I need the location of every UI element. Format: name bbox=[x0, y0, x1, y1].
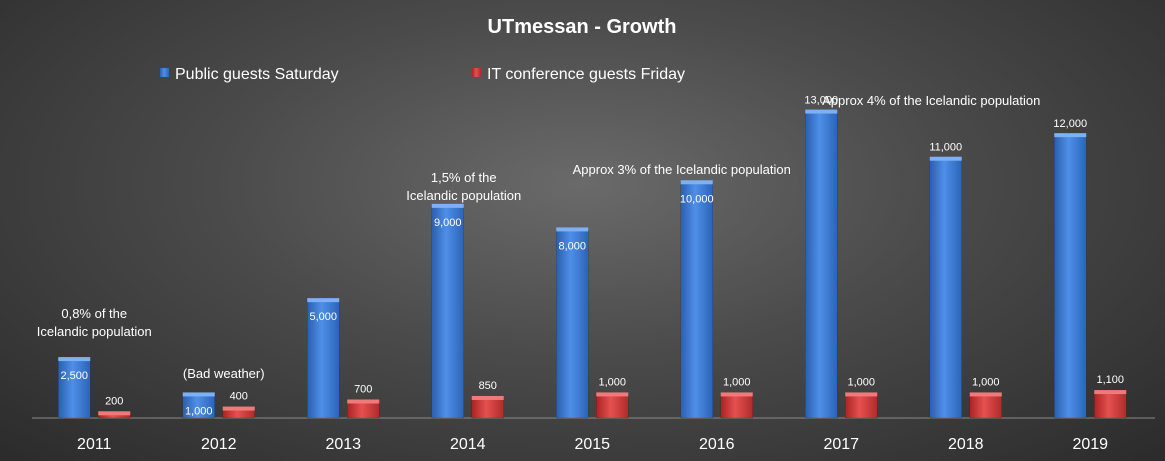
x-tick-2014: 2014 bbox=[450, 436, 486, 453]
x-tick-2018: 2018 bbox=[948, 436, 984, 453]
annotation-3-line-0: Approx 3% of the Icelandic population bbox=[573, 162, 791, 177]
x-tick-2019: 2019 bbox=[1072, 436, 1108, 453]
x-tick-2016: 2016 bbox=[699, 436, 735, 453]
annotations-group: 0,8% of the Icelandic population (Bad weat… bbox=[37, 93, 1041, 381]
bar-cap-it-conference-2014 bbox=[471, 395, 504, 400]
bar-cap-it-conference-2017 bbox=[845, 392, 878, 397]
legend-swatch-public-guests bbox=[160, 68, 169, 77]
bar-cap-it-conference-2019 bbox=[1094, 390, 1127, 395]
data-label-public-guests-2013: 5,000 bbox=[309, 311, 337, 323]
bar-public-guests-2013 bbox=[307, 299, 340, 419]
bar-public-guests-2017 bbox=[805, 111, 838, 419]
legend-swatch-it-conference bbox=[472, 68, 481, 77]
bar-public-guests-2014 bbox=[431, 205, 464, 419]
bars-group: 2,500 200 1,000 400 5,000 700 9,000 850 8,000 1,0… bbox=[58, 95, 1127, 419]
bar-public-guests-2015 bbox=[556, 229, 589, 419]
bar-cap-it-conference-2018 bbox=[969, 392, 1002, 397]
legend: Public guests Saturday IT conference gue… bbox=[160, 66, 685, 83]
data-label-it-conference-2016: 1,000 bbox=[723, 376, 751, 388]
bar-cap-public-guests-2012 bbox=[182, 392, 215, 397]
bar-it-conference-2018 bbox=[969, 394, 1002, 419]
bar-cap-public-guests-2014 bbox=[431, 203, 464, 208]
bar-it-conference-2014 bbox=[471, 397, 504, 419]
data-label-public-guests-2012: 1,000 bbox=[185, 405, 213, 417]
x-tick-2015: 2015 bbox=[574, 436, 610, 453]
bar-cap-it-conference-2012 bbox=[222, 406, 255, 411]
data-label-public-guests-2016: 10,000 bbox=[680, 193, 714, 205]
data-label-public-guests-2015: 8,000 bbox=[558, 240, 586, 252]
data-label-it-conference-2019: 1,100 bbox=[1096, 374, 1124, 386]
bar-cap-public-guests-2011 bbox=[58, 357, 91, 362]
bar-it-conference-2015 bbox=[596, 394, 629, 419]
bar-public-guests-2019 bbox=[1054, 134, 1087, 419]
bar-it-conference-2017 bbox=[845, 394, 878, 419]
bar-public-guests-2016 bbox=[680, 182, 713, 419]
bar-cap-it-conference-2011 bbox=[98, 411, 131, 416]
data-label-it-conference-2012: 400 bbox=[230, 391, 248, 403]
bar-cap-public-guests-2018 bbox=[929, 156, 962, 161]
x-tick-2013: 2013 bbox=[325, 436, 361, 453]
annotation-1-line-0: (Bad weather) bbox=[183, 366, 265, 381]
bar-cap-public-guests-2016 bbox=[680, 180, 713, 185]
annotation-0-line-1: Icelandic population bbox=[37, 324, 152, 339]
bar-cap-public-guests-2013 bbox=[307, 298, 340, 303]
x-tick-2012: 2012 bbox=[201, 436, 237, 453]
data-label-public-guests-2011: 2,500 bbox=[60, 370, 88, 382]
x-axis-ticks: 2011 2012 2013 2014 2015 2016 2017 2018 2019 bbox=[77, 436, 1108, 453]
chart-title: UTmessan - Growth bbox=[488, 16, 677, 38]
data-label-public-guests-2014: 9,000 bbox=[434, 217, 462, 229]
bar-cap-it-conference-2015 bbox=[596, 392, 629, 397]
bar-public-guests-2011 bbox=[58, 358, 91, 419]
data-label-it-conference-2014: 850 bbox=[479, 380, 497, 392]
legend-label-it-conference: IT conference guests Friday bbox=[487, 66, 685, 83]
data-label-it-conference-2011: 200 bbox=[105, 395, 123, 407]
data-label-it-conference-2015: 1,000 bbox=[598, 376, 626, 388]
bar-it-conference-2016 bbox=[720, 394, 753, 419]
data-label-public-guests-2019: 12,000 bbox=[1053, 118, 1087, 130]
bar-public-guests-2018 bbox=[929, 158, 962, 419]
data-label-it-conference-2013: 700 bbox=[354, 384, 372, 396]
annotation-2-line-0: 1,5% of the bbox=[431, 170, 497, 185]
bar-it-conference-2013 bbox=[347, 401, 380, 419]
data-label-public-guests-2017: 13,000 bbox=[804, 95, 838, 107]
bar-cap-public-guests-2017 bbox=[805, 109, 838, 114]
bar-it-conference-2019 bbox=[1094, 391, 1127, 419]
annotation-2-line-1: Icelandic population bbox=[406, 188, 521, 203]
data-label-it-conference-2017: 1,000 bbox=[847, 376, 875, 388]
x-tick-2017: 2017 bbox=[823, 436, 859, 453]
annotation-0-line-0: 0,8% of the bbox=[61, 306, 127, 321]
bar-cap-it-conference-2016 bbox=[720, 392, 753, 397]
annotation-4-line-0: Approx 4% of the Icelandic population bbox=[822, 93, 1040, 108]
bar-cap-public-guests-2019 bbox=[1054, 133, 1087, 138]
bar-cap-it-conference-2013 bbox=[347, 399, 380, 404]
data-label-public-guests-2018: 11,000 bbox=[929, 142, 962, 154]
x-tick-2011: 2011 bbox=[77, 436, 112, 453]
bar-cap-public-guests-2015 bbox=[556, 227, 589, 232]
legend-label-public-guests: Public guests Saturday bbox=[175, 66, 339, 83]
data-label-it-conference-2018: 1,000 bbox=[972, 376, 1000, 388]
